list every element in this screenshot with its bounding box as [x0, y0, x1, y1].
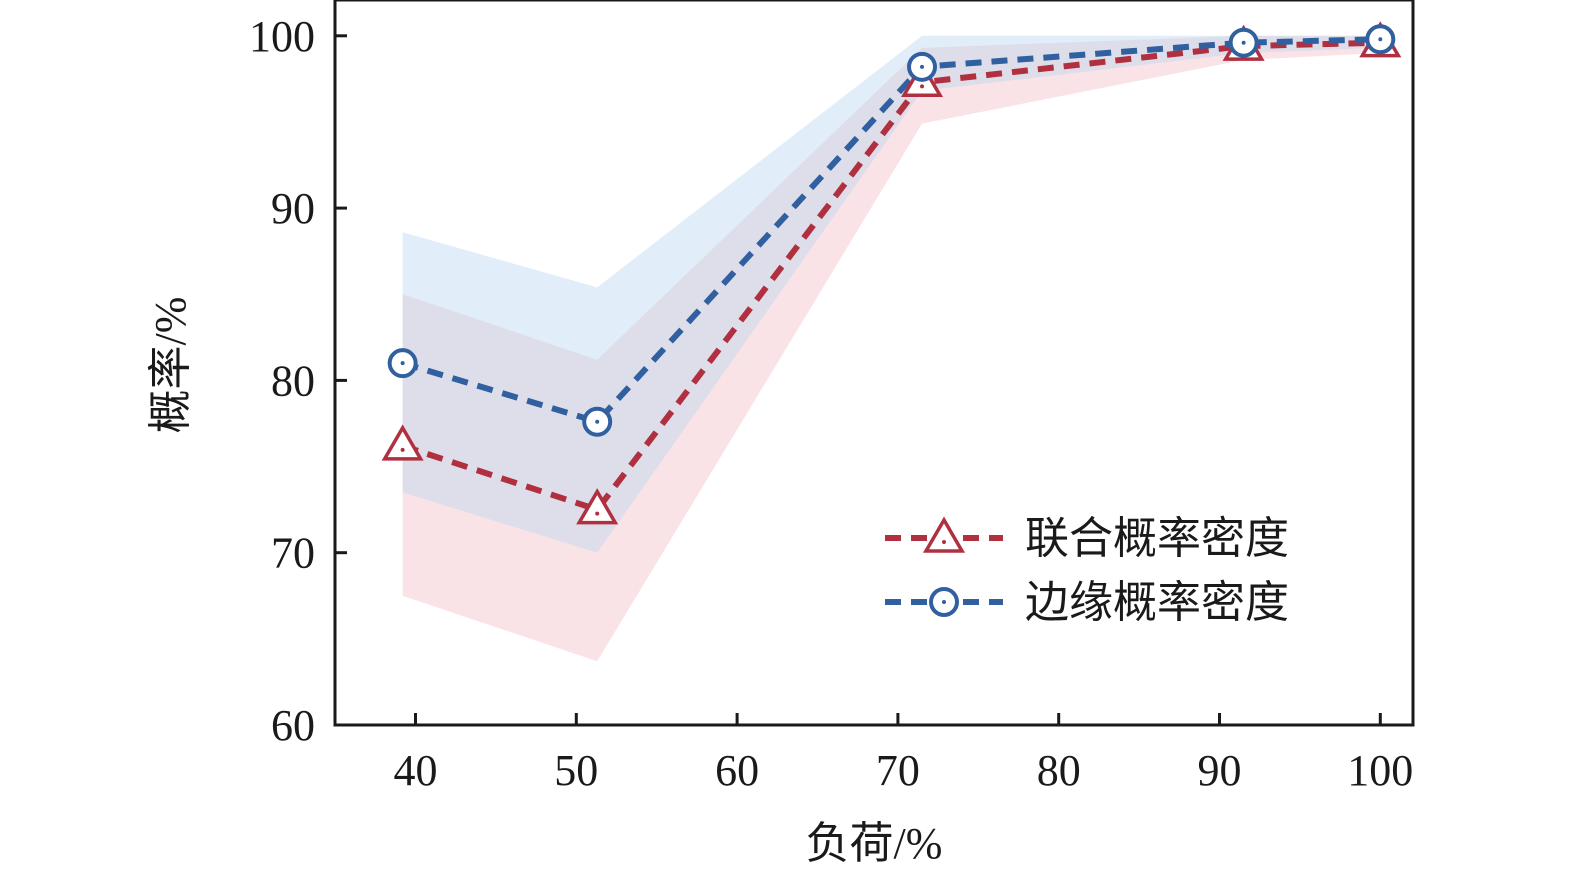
point-series-2 [1365, 24, 1396, 55]
plot-frame [333, 0, 1415, 727]
y-tick-label: 60 [271, 701, 315, 750]
x-axis-ticks: 40 50 60 70 80 90 100 [394, 713, 1413, 795]
band-series-2 [402, 35, 1381, 553]
y-tick-label: 100 [249, 12, 315, 61]
band-series-1 [402, 35, 1381, 662]
point-series-1 [381, 424, 424, 461]
point-series-2 [582, 406, 613, 437]
x-tick-label: 40 [394, 746, 438, 795]
point-series-2 [907, 51, 938, 82]
point-series-2 [387, 348, 418, 379]
legend-marker [922, 516, 966, 553]
x-tick-label: 80 [1037, 746, 1081, 795]
legend-label: 边缘概率密度 [1025, 578, 1289, 627]
x-tick-label: 70 [876, 746, 920, 795]
y-axis-ticks: 60 70 80 90 100 [249, 12, 347, 750]
x-axis-title: 负荷/% [806, 819, 943, 868]
point-series-1 [576, 488, 619, 525]
legend-marker [929, 587, 959, 617]
y-axis-title: 概率/% [146, 297, 195, 434]
x-tick-label: 90 [1198, 746, 1242, 795]
point-series-2 [1228, 27, 1259, 58]
x-tick-label: 60 [715, 746, 759, 795]
y-tick-label: 90 [271, 184, 315, 233]
series-markers [381, 21, 1402, 525]
legend-item-2: 边缘概率密度 [885, 578, 1289, 627]
confidence-bands [402, 35, 1381, 662]
legend-label: 联合概率密度 [1025, 514, 1289, 563]
y-tick-label: 80 [271, 356, 315, 405]
legend-item-1: 联合概率密度 [885, 514, 1289, 563]
y-tick-label: 70 [271, 529, 315, 578]
x-tick-label: 50 [554, 746, 598, 795]
x-tick-label: 100 [1347, 746, 1413, 795]
